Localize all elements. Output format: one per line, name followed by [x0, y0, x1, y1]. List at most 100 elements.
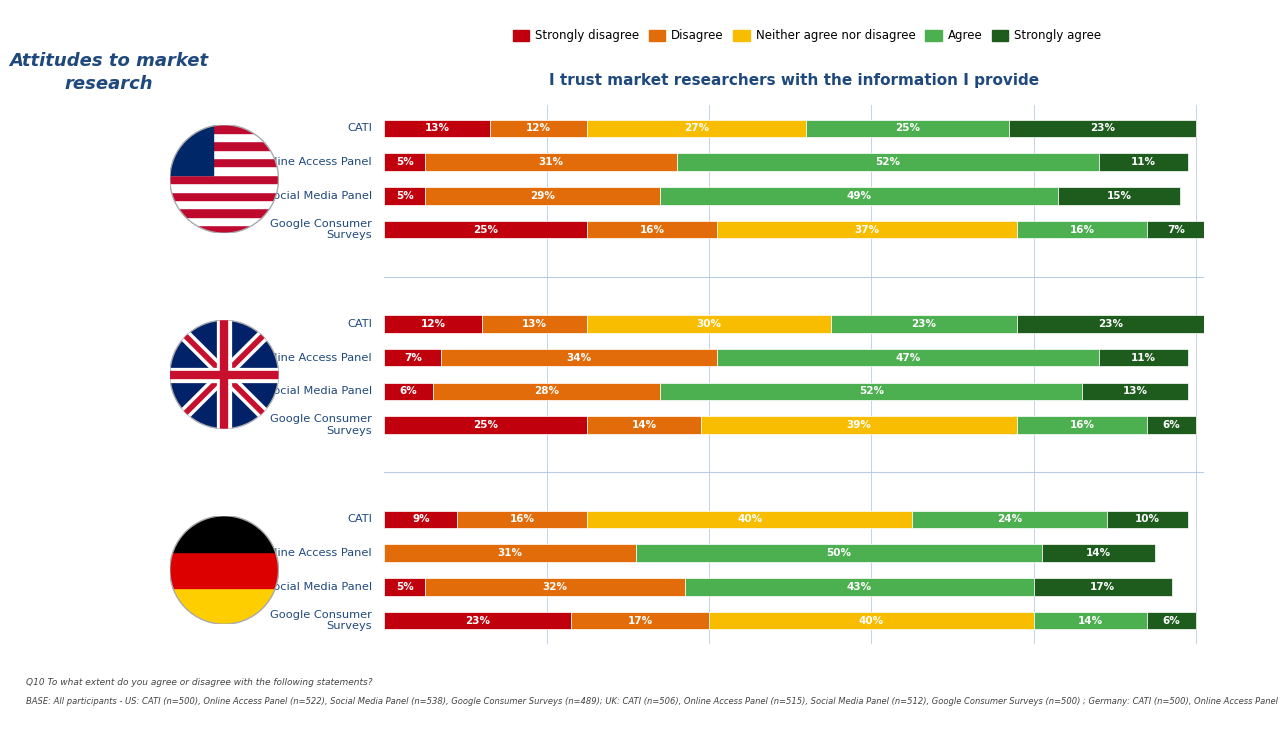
Text: 9%: 9% — [412, 515, 429, 524]
Bar — [1099, 349, 1187, 366]
Text: 30%: 30% — [697, 319, 721, 329]
Text: 23%: 23% — [912, 319, 936, 329]
Text: Online Access Panel: Online Access Panel — [259, 353, 371, 363]
Text: 6%: 6% — [1163, 616, 1181, 625]
Text: 40%: 40% — [858, 616, 884, 625]
Bar — [1148, 416, 1196, 434]
Text: Online Access Panel: Online Access Panel — [259, 548, 371, 558]
Text: 13%: 13% — [521, 319, 547, 329]
Text: 24%: 24% — [997, 515, 1022, 524]
Text: 16%: 16% — [1070, 420, 1095, 430]
Bar — [384, 416, 587, 434]
Text: 25%: 25% — [473, 225, 498, 234]
Bar — [571, 612, 708, 629]
Bar — [717, 221, 1017, 238]
Bar — [701, 416, 1017, 434]
Bar — [169, 125, 278, 133]
Text: 32%: 32% — [542, 582, 567, 592]
Text: Google Consumer
Surveys: Google Consumer Surveys — [270, 414, 371, 436]
Bar — [384, 349, 441, 366]
Bar — [1017, 221, 1148, 238]
Text: CATI: CATI — [347, 319, 371, 329]
Text: 47%: 47% — [895, 353, 921, 363]
Bar — [384, 221, 587, 238]
Bar — [587, 315, 831, 333]
Text: 12%: 12% — [420, 319, 446, 329]
Text: 16%: 16% — [510, 515, 534, 524]
Bar — [169, 166, 278, 175]
Text: 43%: 43% — [847, 582, 871, 592]
Text: Q10 To what extent do you agree or disagree with the following statements?: Q10 To what extent do you agree or disag… — [26, 678, 371, 687]
Bar — [660, 187, 1058, 204]
Text: 7%: 7% — [1167, 225, 1185, 234]
Text: 29%: 29% — [530, 191, 555, 201]
Bar — [1009, 120, 1196, 137]
Bar — [169, 150, 278, 158]
Text: 23%: 23% — [465, 616, 491, 625]
Bar — [169, 175, 278, 184]
Text: 16%: 16% — [639, 225, 665, 234]
Bar — [717, 349, 1099, 366]
Text: 11%: 11% — [1131, 157, 1155, 167]
Bar — [708, 612, 1034, 629]
Bar — [441, 349, 717, 366]
Bar — [169, 133, 278, 142]
Text: 11%: 11% — [1131, 353, 1155, 363]
Bar — [831, 315, 1017, 333]
Bar — [384, 545, 635, 562]
Text: 14%: 14% — [1086, 548, 1111, 558]
Bar — [676, 154, 1099, 171]
Text: 40%: 40% — [737, 515, 762, 524]
Text: 5%: 5% — [396, 157, 414, 167]
Text: 27%: 27% — [684, 124, 710, 133]
Bar — [169, 552, 278, 588]
Text: Online Access Panel: Online Access Panel — [259, 157, 371, 167]
Text: 17%: 17% — [628, 616, 652, 625]
Text: 25%: 25% — [895, 124, 920, 133]
Bar — [384, 315, 482, 333]
Bar — [1082, 383, 1187, 400]
Bar — [384, 511, 457, 528]
Bar — [169, 192, 278, 200]
Bar — [587, 511, 912, 528]
Bar — [660, 383, 1082, 400]
Bar — [1099, 154, 1187, 171]
Text: 39%: 39% — [847, 420, 871, 430]
Bar — [384, 154, 425, 171]
Text: 49%: 49% — [847, 191, 871, 201]
Bar — [482, 315, 587, 333]
Text: 14%: 14% — [632, 420, 657, 430]
Bar — [587, 221, 717, 238]
Text: 13%: 13% — [424, 124, 450, 133]
Bar — [169, 216, 278, 225]
Text: 31%: 31% — [497, 548, 523, 558]
Text: 25%: 25% — [473, 420, 498, 430]
Text: CATI: CATI — [347, 515, 371, 524]
Bar — [1034, 578, 1172, 595]
Bar — [425, 154, 676, 171]
Text: Social Media Panel: Social Media Panel — [266, 386, 371, 396]
Bar — [587, 416, 701, 434]
Text: 6%: 6% — [1163, 420, 1181, 430]
Text: 34%: 34% — [566, 353, 592, 363]
Bar — [169, 225, 278, 234]
Text: Google Consumer
Surveys: Google Consumer Surveys — [270, 219, 371, 240]
Bar — [384, 187, 425, 204]
Text: Google Consumer
Surveys: Google Consumer Surveys — [270, 610, 371, 631]
Bar — [489, 120, 587, 137]
Text: 5%: 5% — [396, 582, 414, 592]
Bar — [912, 511, 1107, 528]
Bar — [1034, 612, 1148, 629]
Bar — [384, 612, 571, 629]
Text: 12%: 12% — [526, 124, 551, 133]
Bar — [684, 578, 1034, 595]
Text: 13%: 13% — [1122, 386, 1148, 396]
Bar — [425, 578, 684, 595]
Text: Social Media Panel: Social Media Panel — [266, 191, 371, 201]
Text: CATI: CATI — [347, 124, 371, 133]
Text: 5%: 5% — [396, 191, 414, 201]
Bar — [1017, 315, 1204, 333]
Text: 37%: 37% — [854, 225, 880, 234]
Text: 23%: 23% — [1090, 124, 1116, 133]
Text: BASE: All participants - US: CATI (n=500), Online Access Panel (n=522), Social M: BASE: All participants - US: CATI (n=500… — [26, 697, 1281, 706]
